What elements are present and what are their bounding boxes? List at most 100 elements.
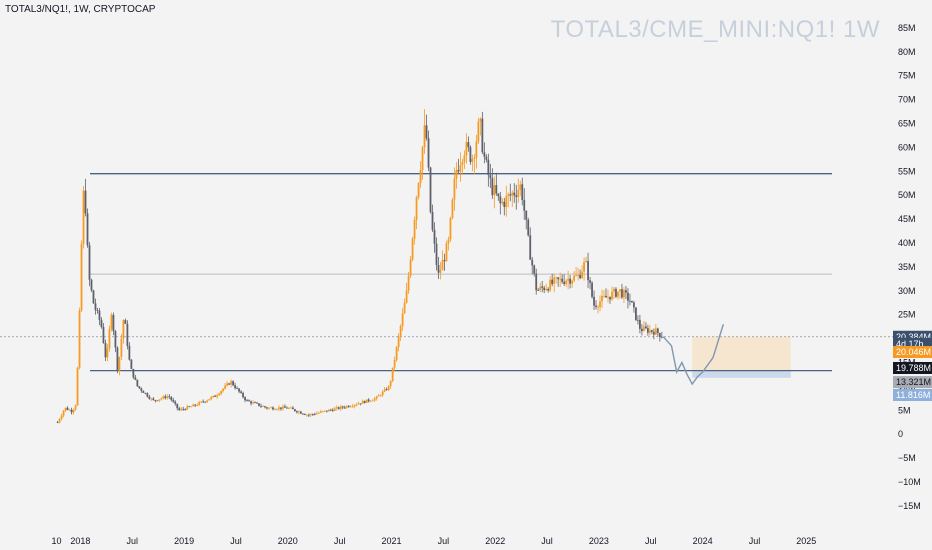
candle-body	[64, 407, 67, 411]
candle-body	[399, 326, 402, 337]
candle-body	[98, 310, 101, 320]
candle-body	[114, 331, 117, 348]
candle-body	[621, 289, 623, 298]
candle-body	[180, 408, 183, 411]
candle-body	[138, 386, 141, 389]
candle-body	[361, 400, 364, 404]
candle-body	[471, 158, 474, 163]
candle-body	[200, 401, 203, 403]
candle-body	[543, 287, 546, 291]
candle-body	[140, 388, 143, 391]
candle-body	[280, 407, 282, 409]
candle-body	[226, 383, 229, 386]
candle-body	[270, 407, 272, 409]
y-tick-label: 80M	[898, 47, 916, 57]
candle-body	[395, 347, 398, 361]
candle-body	[597, 306, 599, 308]
candle-body	[501, 201, 504, 204]
candle-body	[210, 397, 213, 400]
candle-body	[445, 243, 448, 262]
candle-body	[339, 406, 342, 409]
candle-body	[307, 414, 310, 416]
symbol-header: TOTAL3/NQ1!, 1W, CRYPTOCAP	[5, 4, 156, 15]
candle-body	[601, 295, 603, 302]
candle-body	[144, 392, 147, 394]
x-tick-label: 2022	[485, 536, 505, 546]
candle-body	[507, 194, 510, 196]
y-tick-label: 75M	[898, 71, 916, 81]
candle-body	[413, 219, 416, 239]
candle-body	[405, 290, 408, 303]
candle-body	[615, 288, 617, 297]
candle-body	[631, 300, 633, 303]
y-tick-label: 35M	[898, 262, 916, 272]
candle-body	[305, 414, 308, 416]
candle-body	[393, 360, 396, 368]
candle-body	[637, 319, 639, 321]
candle-body	[591, 282, 593, 297]
candle-body	[258, 403, 260, 406]
candle-body	[212, 395, 215, 398]
candle-body	[136, 379, 139, 387]
candle-body	[166, 396, 169, 399]
candle-body	[656, 328, 659, 334]
candle-body	[617, 291, 619, 297]
candle-body	[463, 155, 466, 163]
candle-body	[421, 147, 424, 171]
candle-body	[110, 314, 113, 330]
candle-body	[128, 345, 131, 360]
candle-body	[599, 301, 601, 307]
candle-body	[439, 270, 442, 273]
candle-body	[184, 409, 187, 410]
candle-body	[485, 156, 488, 160]
candle-body	[525, 210, 528, 220]
candle-body	[391, 367, 394, 382]
price-tag-label: 13.321M	[896, 377, 931, 387]
candle-body	[106, 348, 109, 358]
candle-body	[569, 278, 572, 284]
candle-body	[208, 399, 211, 401]
candle-body	[240, 391, 242, 393]
candle-body	[652, 331, 655, 335]
candle-body	[359, 403, 362, 405]
candle-body	[290, 407, 292, 409]
candle-body	[331, 409, 334, 411]
candle-body	[537, 290, 540, 291]
candle-body	[132, 368, 135, 378]
candle-body	[112, 314, 115, 332]
candle-body	[479, 118, 482, 122]
candle-body	[220, 390, 223, 394]
candle-body	[373, 398, 376, 401]
candle-body	[86, 213, 89, 246]
candle-body	[646, 328, 649, 333]
candle-body	[551, 279, 554, 284]
candle-body	[515, 195, 518, 197]
price-tag-label: 20.384M	[896, 332, 931, 342]
candle-body	[272, 407, 274, 410]
candle-body	[236, 388, 238, 389]
candle-body	[561, 278, 564, 282]
candle-body	[90, 279, 93, 291]
candle-body	[156, 400, 159, 402]
y-tick-label: 5M	[898, 405, 911, 415]
candle-body	[222, 388, 225, 391]
candle-body	[483, 152, 486, 157]
candle-body	[585, 260, 587, 262]
candle-body	[447, 239, 450, 244]
candle-body	[309, 414, 312, 416]
candle-body	[96, 310, 99, 311]
candle-body	[288, 407, 290, 409]
candle-body	[375, 396, 378, 399]
candle-body	[658, 333, 661, 338]
candle-body	[72, 409, 75, 413]
candle-body	[511, 192, 514, 196]
candle-body	[194, 404, 197, 406]
candle-body	[186, 406, 189, 410]
candle-body	[278, 407, 280, 410]
candle-body	[76, 367, 79, 406]
candle-body	[286, 407, 288, 409]
candle-body	[481, 118, 484, 153]
candle-body	[329, 409, 332, 411]
x-tick-label: Jul	[438, 536, 450, 546]
